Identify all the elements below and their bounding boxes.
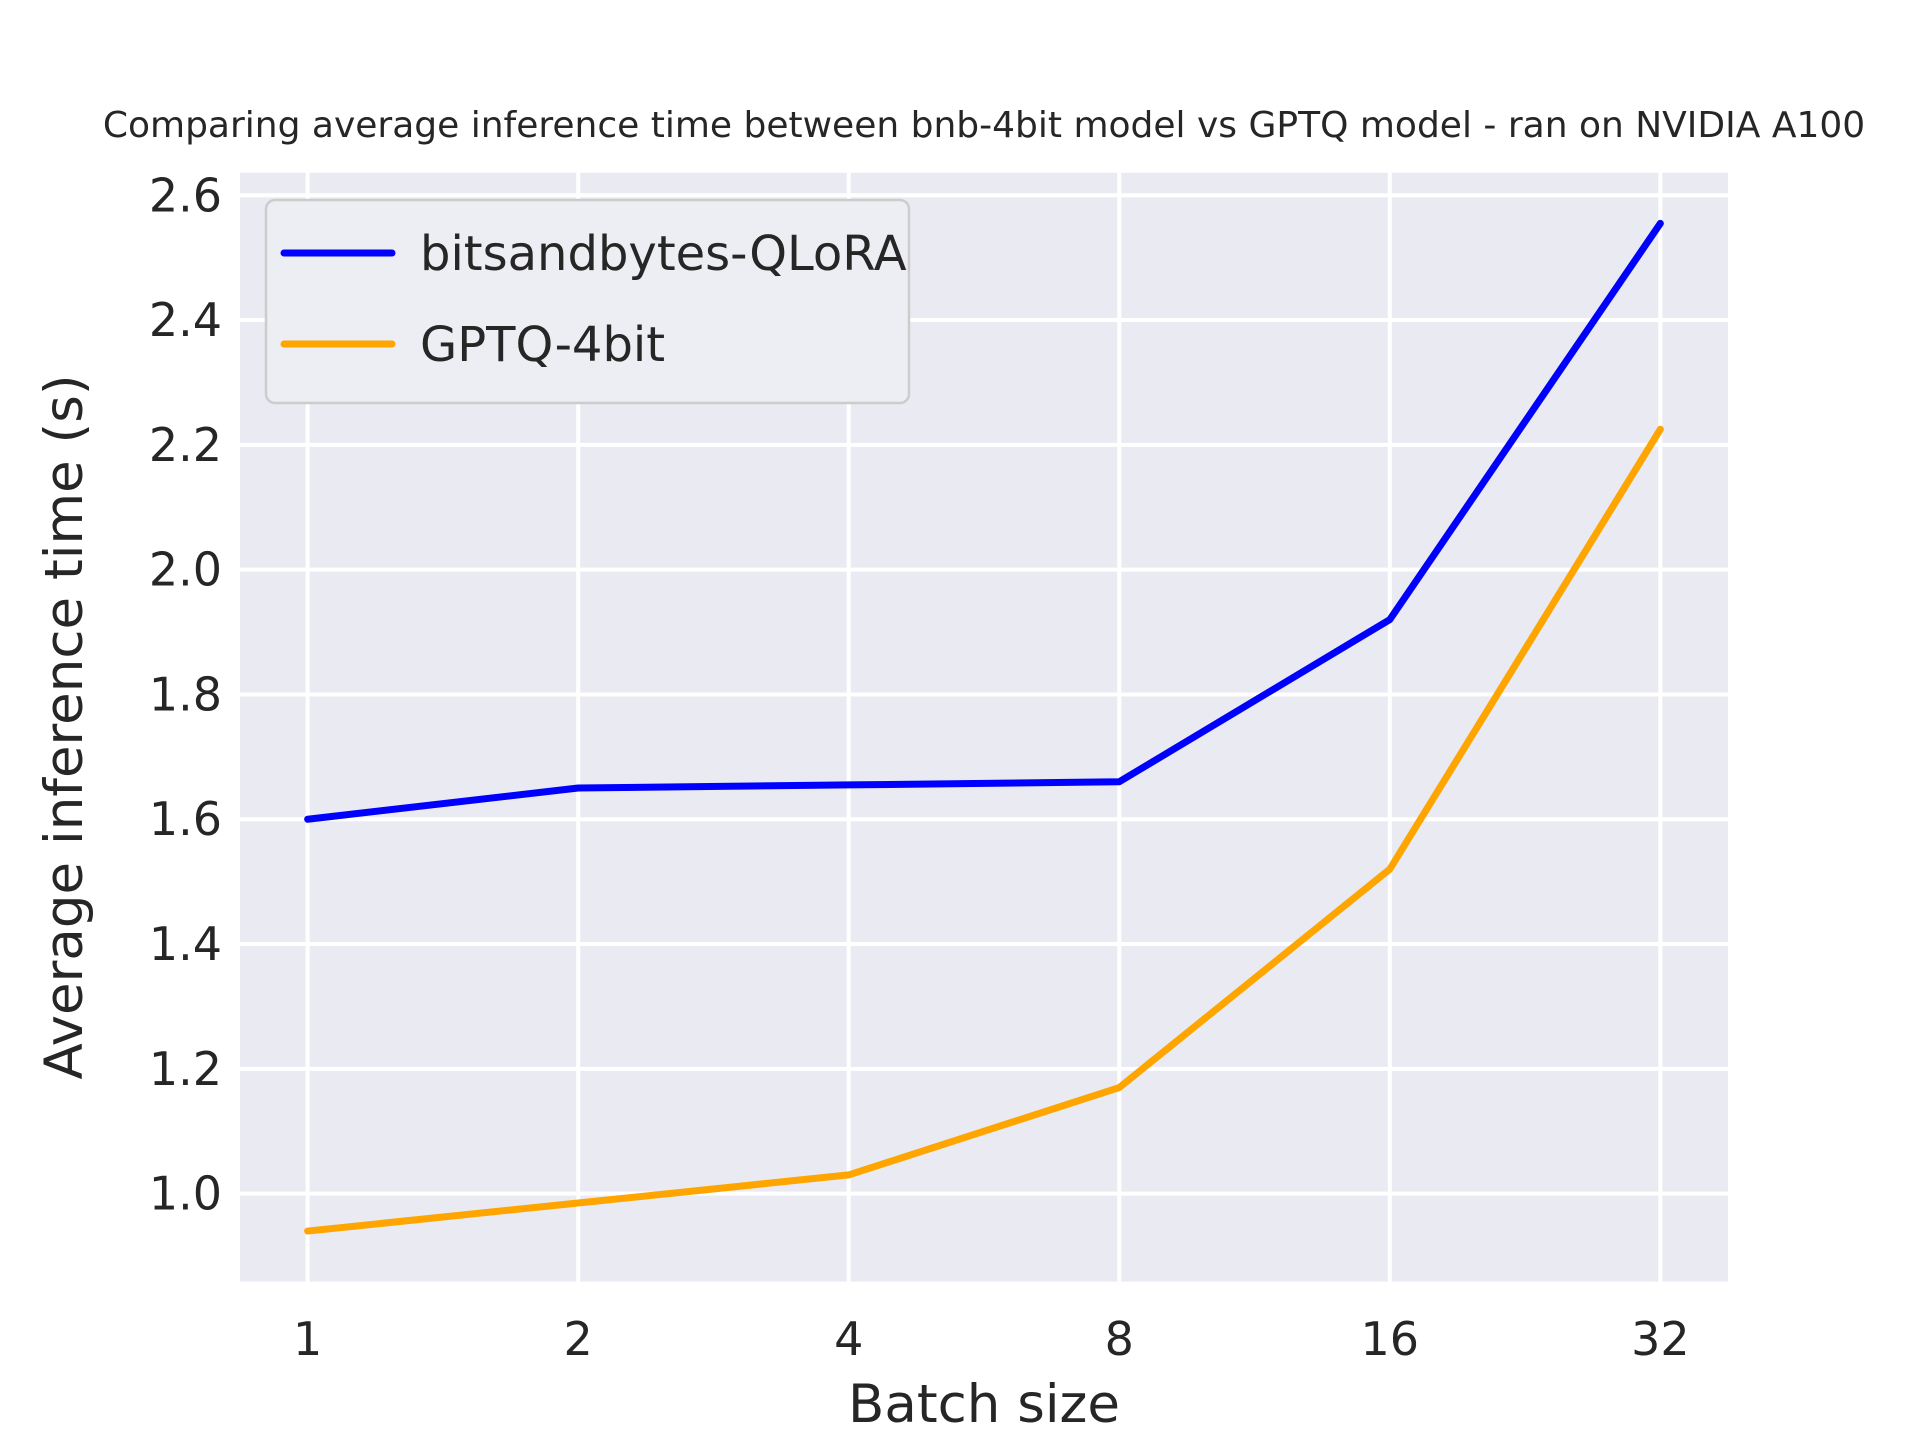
x-axis-label: Batch size: [848, 1374, 1120, 1435]
y-tick-label: 1.4: [149, 917, 222, 971]
y-tick-label: 1.6: [149, 792, 222, 846]
x-tick-label: 4: [834, 1312, 863, 1366]
legend-box: [264, 198, 911, 405]
y-tick-label: 1.8: [149, 667, 222, 721]
legend-label: GPTQ-4bit: [420, 317, 665, 373]
series-line-GPTQ-4bit: [304, 425, 1664, 1235]
legend: bitsandbytes-QLoRA GPTQ-4bit: [264, 198, 911, 405]
series-line-bitsandbytes-QLoRA: [304, 219, 1664, 823]
legend-label: bitsandbytes-QLoRA: [420, 226, 907, 282]
y-axis-label: Average inference time (s): [34, 374, 95, 1079]
x-tick-label: 16: [1361, 1312, 1420, 1366]
x-tick-label: 8: [1105, 1312, 1134, 1366]
y-tick-label: 1.0: [149, 1167, 222, 1221]
y-tick-label: 2.4: [149, 293, 222, 347]
y-tick-label: 2.0: [149, 543, 222, 597]
chart-title: Comparing average inference time between…: [103, 105, 1865, 146]
x-tick-label: 32: [1631, 1312, 1690, 1366]
x-tick-label: 1: [293, 1312, 322, 1366]
y-tick-label: 2.6: [149, 168, 222, 222]
x-tick-label: 2: [564, 1312, 593, 1366]
y-tick-label: 1.2: [149, 1042, 222, 1096]
y-tick-label: 2.2: [149, 418, 222, 472]
